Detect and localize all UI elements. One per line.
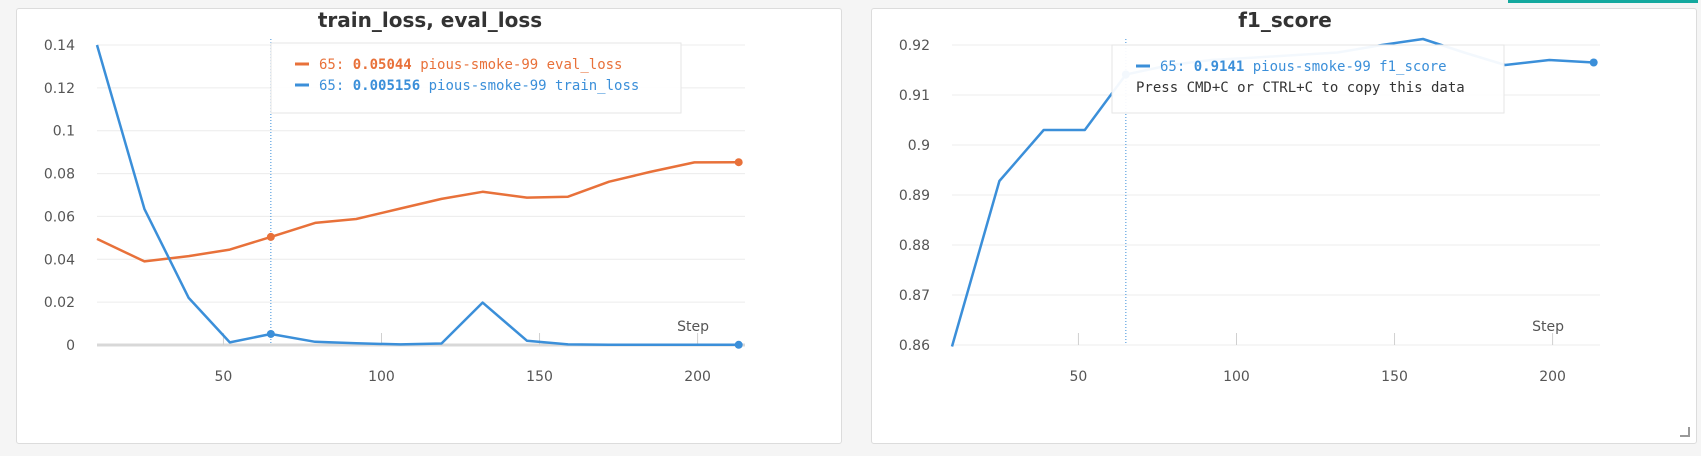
tooltip-series-label: pious-smoke-99 eval_loss: [420, 57, 622, 73]
tooltip-series-label: pious-smoke-99 train_loss: [429, 78, 640, 94]
y-tick-label: 0.1: [53, 124, 75, 140]
series-line-0[interactable]: [96, 160, 739, 263]
series-line-1[interactable]: [95, 44, 739, 347]
y-tick-label: 0.04: [44, 252, 75, 268]
chart-panel-f1[interactable]: f1_score 0.86 0.87 0.88 0.89 0.9 0.91 0.92 50 100…: [871, 8, 1697, 444]
tooltip-value: 0.05044: [353, 57, 412, 73]
f1-chart-svg[interactable]: f1_score 0.86 0.87 0.88 0.89 0.9 0.91 0.92 50 100…: [872, 9, 1698, 445]
y-tick-label: 0.87: [899, 288, 930, 304]
y-tick-label: 0.92: [899, 38, 930, 54]
x-tick-label: 150: [1381, 369, 1408, 385]
x-axis-label: Step: [1532, 319, 1564, 335]
tooltip-line: 65: 0.9141 pious-smoke-99 f1_score: [1160, 59, 1447, 75]
y-tick-label: 0.86: [899, 338, 930, 354]
y-tick-label: 0.06: [44, 209, 75, 225]
x-tick-label: 200: [1539, 369, 1566, 385]
hover-point-0: [266, 232, 275, 241]
y-tick-label: 0.89: [899, 188, 930, 204]
end-point-0: [1589, 58, 1598, 67]
chart-title: f1_score: [1238, 9, 1332, 32]
x-tick-label: 150: [526, 369, 553, 385]
tooltip-line: 65: 0.005156 pious-smoke-99 train_loss: [319, 78, 639, 94]
y-tick-label: 0.02: [44, 295, 75, 311]
tooltip-series-label: pious-smoke-99 f1_score: [1253, 59, 1447, 75]
tooltip-step: 65:: [319, 57, 344, 73]
tooltip-step: 65:: [319, 78, 344, 94]
tooltip-box: [270, 42, 682, 114]
resize-handle-icon[interactable]: [1680, 427, 1690, 437]
top-accent-bar: [1508, 0, 1698, 3]
chart-panel-loss[interactable]: train_loss, eval_loss 0 0.02 0.04 0.06 0.08 0.…: [16, 8, 842, 444]
x-axis-label: Step: [677, 319, 709, 335]
y-tick-label: 0.88: [899, 238, 930, 254]
x-tick-label: 50: [1070, 369, 1088, 385]
y-tick-label: 0.12: [44, 81, 75, 97]
x-tick-label: 100: [1223, 369, 1250, 385]
hover-point-1: [266, 329, 275, 338]
y-tick-label: 0.91: [899, 88, 930, 104]
x-tick-label: 100: [368, 369, 395, 385]
chart-title: train_loss, eval_loss: [318, 9, 542, 32]
hover-tooltip: 65: 0.05044 pious-smoke-99 eval_loss65: …: [270, 42, 682, 114]
y-tick-label: 0.14: [44, 38, 75, 54]
end-point-1: [734, 340, 743, 349]
tooltip-copy-hint: Press CMD+C or CTRL+C to copy this data: [1136, 80, 1465, 96]
tooltip-value: 0.005156: [353, 78, 420, 94]
tooltip-value: 0.9141: [1194, 59, 1245, 75]
y-tick-label: 0: [66, 338, 75, 354]
tooltip-step: 65:: [1160, 59, 1185, 75]
hover-tooltip: 65: 0.9141 pious-smoke-99 f1_score Press …: [1111, 44, 1505, 114]
tooltip-box: [1111, 44, 1505, 114]
tooltip-line: 65: 0.05044 pious-smoke-99 eval_loss: [319, 57, 622, 73]
loss-chart-svg[interactable]: train_loss, eval_loss 0 0.02 0.04 0.06 0.08 0.…: [17, 9, 843, 445]
y-tick-label: 0.9: [908, 138, 930, 154]
x-tick-label: 200: [684, 369, 711, 385]
end-point-0: [734, 158, 743, 167]
y-tick-label: 0.08: [44, 167, 75, 183]
x-tick-label: 50: [215, 369, 233, 385]
